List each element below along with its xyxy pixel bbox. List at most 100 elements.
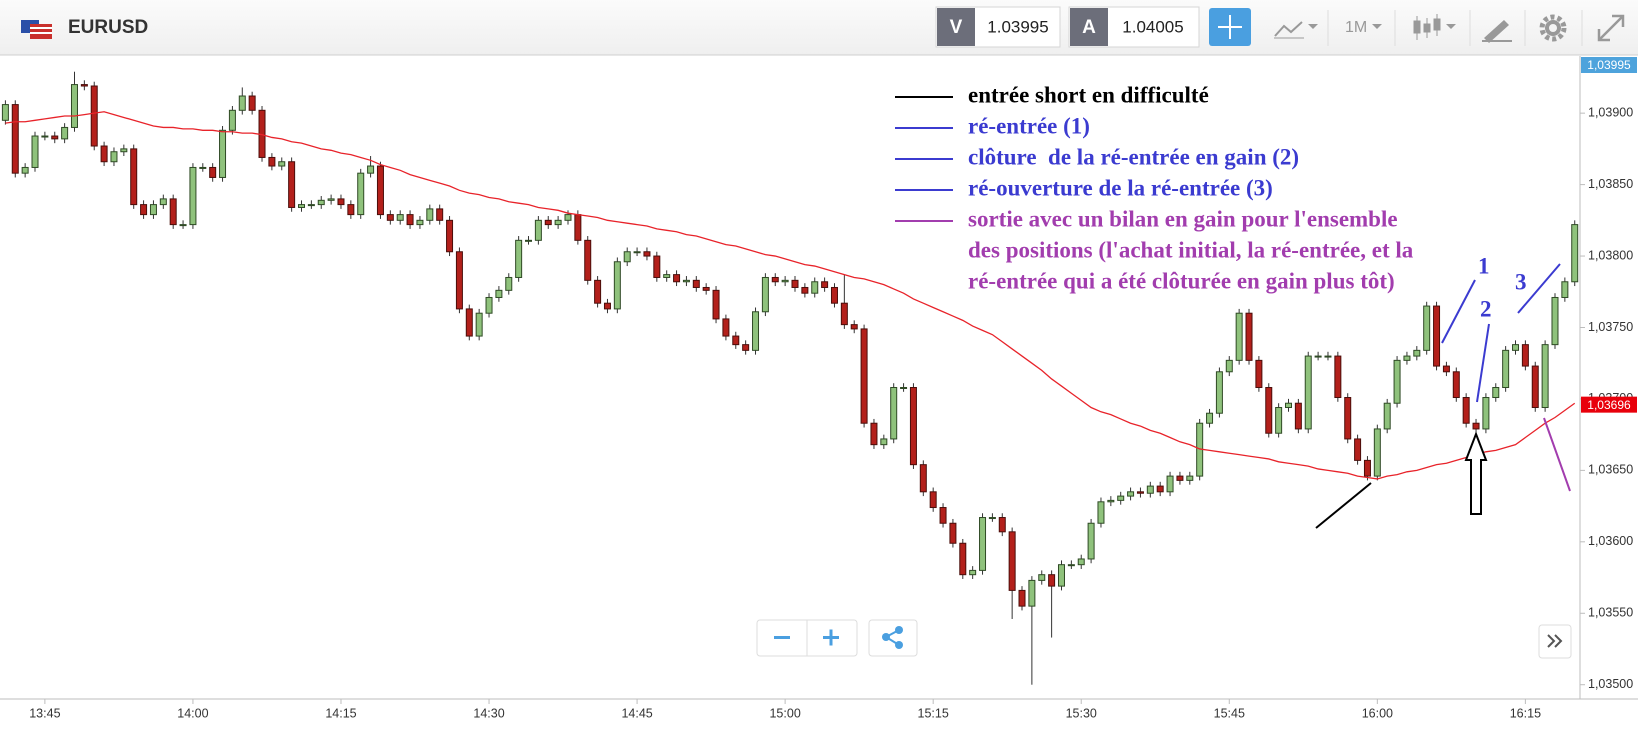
axes: 1,035001,035501,036001,036501,037001,037… <box>29 57 1637 720</box>
sell-price[interactable]: 1.03995 <box>987 17 1048 36</box>
candle-body <box>752 311 760 351</box>
candle-body <box>31 135 39 168</box>
candle-body <box>998 517 1006 533</box>
candle-body <box>939 507 947 524</box>
candle-body <box>298 204 305 208</box>
candle-body <box>1363 459 1371 477</box>
candle-body <box>515 239 523 278</box>
zoom-in-button[interactable] <box>823 629 839 646</box>
drawn-line <box>1543 417 1571 492</box>
candle-body <box>1314 355 1322 358</box>
share-button[interactable] <box>868 619 918 657</box>
x-tick-label: 16:00 <box>1362 706 1393 720</box>
candle-body <box>929 491 937 509</box>
candle-body <box>327 198 335 201</box>
candle-body <box>801 286 809 294</box>
candle-body <box>860 328 868 424</box>
sell-label[interactable]: V <box>950 17 963 38</box>
candle-body <box>1344 397 1352 440</box>
timeframe[interactable]: 1M <box>1345 19 1367 36</box>
candle-body <box>959 542 967 576</box>
candle-body <box>702 286 710 291</box>
candle-body <box>110 151 118 163</box>
candle-body <box>525 239 533 242</box>
draw-button[interactable] <box>1482 20 1512 43</box>
user-drawings <box>1315 263 1571 529</box>
candle-body <box>821 281 829 288</box>
candle-body <box>890 387 898 440</box>
crosshair-button[interactable] <box>1209 8 1251 46</box>
candle-body <box>149 204 157 216</box>
candle-body <box>209 166 217 178</box>
drawing-label: 3 <box>1515 269 1527 294</box>
candle-body <box>1008 531 1016 591</box>
candle-body <box>544 219 552 226</box>
candle-body <box>228 109 236 131</box>
candle-body <box>1571 224 1579 283</box>
candle-body <box>159 198 167 206</box>
candle-body <box>1235 312 1243 361</box>
zoom-controls <box>756 619 918 657</box>
candle-body <box>1117 495 1125 501</box>
candle-body <box>455 251 463 310</box>
candle-body <box>505 276 513 291</box>
candle-body <box>1176 475 1184 481</box>
drawing-label: 1 <box>1478 253 1490 278</box>
candle-body <box>1146 485 1154 494</box>
candle-body <box>564 214 572 221</box>
settings-button[interactable] <box>1539 14 1567 42</box>
legend-text: ré-ouverture de la ré-entrée (3) <box>968 175 1273 200</box>
chart-type-button[interactable] <box>1413 14 1456 40</box>
candle-body <box>761 276 769 313</box>
candle-body <box>1452 371 1460 399</box>
candle-body <box>90 85 98 147</box>
fullscreen-button[interactable] <box>1597 14 1625 42</box>
candle-body <box>80 84 88 87</box>
timeframe-caret[interactable] <box>1372 24 1382 29</box>
candle-body <box>1472 422 1480 430</box>
legend-text: sortie avec un bilan en gain pour l'ense… <box>968 206 1398 231</box>
y-tick-label: 1,03800 <box>1588 248 1633 262</box>
symbol: EURUSD <box>68 17 148 38</box>
compare-button[interactable] <box>1274 21 1318 39</box>
candle-body <box>1393 359 1401 404</box>
candle-body <box>1048 574 1056 587</box>
candle-body <box>1067 564 1075 567</box>
scroll-right-button[interactable] <box>1538 624 1572 659</box>
x-tick-label: 14:45 <box>621 706 652 720</box>
candle-body <box>781 279 789 283</box>
candle-body <box>140 204 148 216</box>
drawn-line <box>1315 482 1372 529</box>
plot-area <box>1 71 1579 685</box>
candle-body <box>1373 428 1381 477</box>
candle-body <box>21 166 29 174</box>
candle-body <box>495 289 503 298</box>
candle-body <box>1127 491 1135 497</box>
candle-body <box>613 261 621 310</box>
candle-body <box>623 251 631 263</box>
buy-price[interactable]: 1.04005 <box>1122 17 1183 36</box>
candle-body <box>179 224 187 227</box>
candle-body <box>396 214 404 221</box>
candle-body <box>1521 344 1529 367</box>
y-tick-label: 1,03600 <box>1588 534 1633 548</box>
buy-label[interactable]: A <box>1082 17 1096 38</box>
candle-body <box>1097 501 1105 524</box>
candle-body <box>1442 365 1450 373</box>
candle-body <box>1502 349 1510 389</box>
x-tick-label: 16:15 <box>1510 706 1541 720</box>
drawn-line <box>1517 263 1561 314</box>
candle-body <box>643 251 651 257</box>
candle-body <box>199 166 207 169</box>
candle-body <box>1561 281 1569 298</box>
x-tick-label: 15:30 <box>1066 706 1097 720</box>
drawing-label: 2 <box>1480 296 1492 321</box>
candle-body <box>791 279 799 288</box>
candle-body <box>416 219 424 226</box>
candle-body <box>426 208 434 221</box>
candle-body <box>771 276 779 283</box>
candle-body <box>880 438 888 446</box>
zoom-out-button[interactable] <box>774 636 790 639</box>
y-tick-label: 1,03850 <box>1588 177 1633 191</box>
